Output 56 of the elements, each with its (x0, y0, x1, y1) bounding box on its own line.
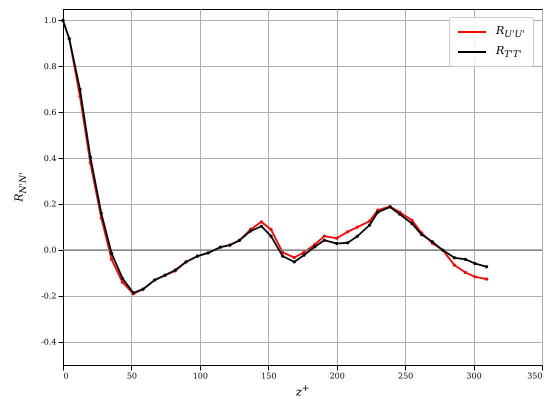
point (120, 280, 124, 284)
point (260, 224, 264, 228)
y-tick-label: 0.4 (44, 154, 56, 163)
point (322, 238, 326, 242)
point (473, 275, 477, 278)
point (346, 241, 350, 244)
legend-label: R$_{T'T'}$ (496, 44, 522, 60)
point (120, 276, 124, 280)
point (78, 88, 82, 91)
x-tick-label: 300 (466, 372, 482, 380)
y-tick-label: 1.0 (44, 16, 56, 25)
point (260, 220, 264, 224)
point (464, 270, 467, 274)
point (110, 258, 114, 261)
point (281, 254, 284, 258)
point (88, 156, 92, 159)
point (452, 256, 456, 260)
point (368, 220, 372, 223)
point (322, 234, 326, 238)
point (335, 242, 338, 246)
point (269, 234, 273, 238)
point (110, 252, 114, 255)
point (410, 222, 414, 226)
y-tick-label: 0.2 (44, 200, 56, 209)
y-tick-label: -0.2 (41, 292, 56, 301)
point (464, 258, 467, 261)
point (410, 218, 414, 222)
point (368, 224, 372, 227)
point (335, 236, 338, 240)
point (269, 228, 273, 232)
y-tick-label: 0.8 (44, 62, 56, 71)
x-axis-title: z$^{+}$ (296, 383, 310, 399)
x-tick-label: 200 (330, 372, 345, 380)
point (313, 245, 316, 248)
legend-label: R$_{U'U'}$ (496, 24, 525, 40)
x-tick-label: 150 (261, 372, 276, 380)
point (346, 230, 350, 234)
y-tick-label: 0.0 (44, 246, 56, 255)
point (484, 265, 488, 268)
point (356, 234, 359, 238)
point (484, 278, 488, 281)
point (452, 264, 456, 267)
x-tick-label: 100 (192, 372, 208, 380)
point (100, 212, 103, 215)
x-tick-label: 50 (126, 372, 138, 380)
point (292, 260, 296, 264)
point (302, 254, 306, 257)
x-tick-label: 350 (527, 372, 542, 380)
x-tick-label: 250 (398, 372, 414, 380)
point (292, 256, 296, 260)
y-tick-label: -0.4 (41, 338, 56, 347)
x-tick-label: 0 (64, 372, 69, 380)
point (473, 262, 477, 266)
y-tick-label: 0.6 (44, 108, 56, 117)
point (356, 226, 359, 229)
point (302, 250, 306, 254)
